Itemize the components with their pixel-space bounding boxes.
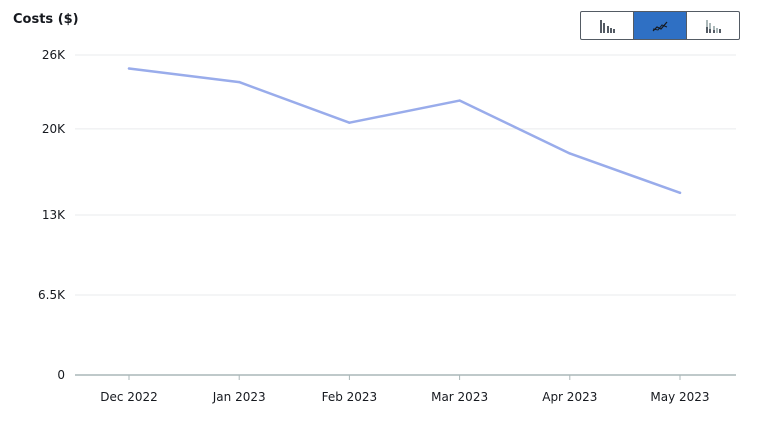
- chart-type-toggle: [580, 11, 740, 40]
- x-tick-label: Jan 2023: [212, 390, 266, 404]
- x-tick-label: May 2023: [650, 390, 709, 404]
- y-tick-label: 6.5K: [38, 288, 66, 302]
- x-tick-label: Feb 2023: [322, 390, 378, 404]
- stacked-bar-chart-icon: [706, 19, 721, 33]
- data-point: [127, 67, 131, 70]
- line-chart-icon: [652, 21, 668, 31]
- grouped-bar-view-button[interactable]: [581, 12, 633, 39]
- x-tick-label: Mar 2023: [431, 390, 488, 404]
- data-point: [678, 191, 682, 195]
- y-tick-label: 20K: [42, 122, 66, 136]
- chart-title: Costs ($): [13, 12, 79, 27]
- data-point: [458, 99, 461, 102]
- data-point: [568, 152, 571, 155]
- x-tick-label: Apr 2023: [542, 390, 597, 404]
- data-point: [238, 80, 241, 84]
- data-point: [348, 121, 351, 124]
- y-tick-label: 13K: [42, 208, 66, 222]
- grouped-bar-chart-icon: [600, 19, 615, 33]
- series-line: [127, 67, 682, 195]
- y-tick-label: 26K: [42, 48, 66, 62]
- line-view-button[interactable]: [633, 12, 686, 39]
- y-tick-label: 0: [57, 368, 65, 382]
- stacked-bar-view-button[interactable]: [686, 12, 739, 39]
- x-tick-label: Dec 2022: [100, 390, 158, 404]
